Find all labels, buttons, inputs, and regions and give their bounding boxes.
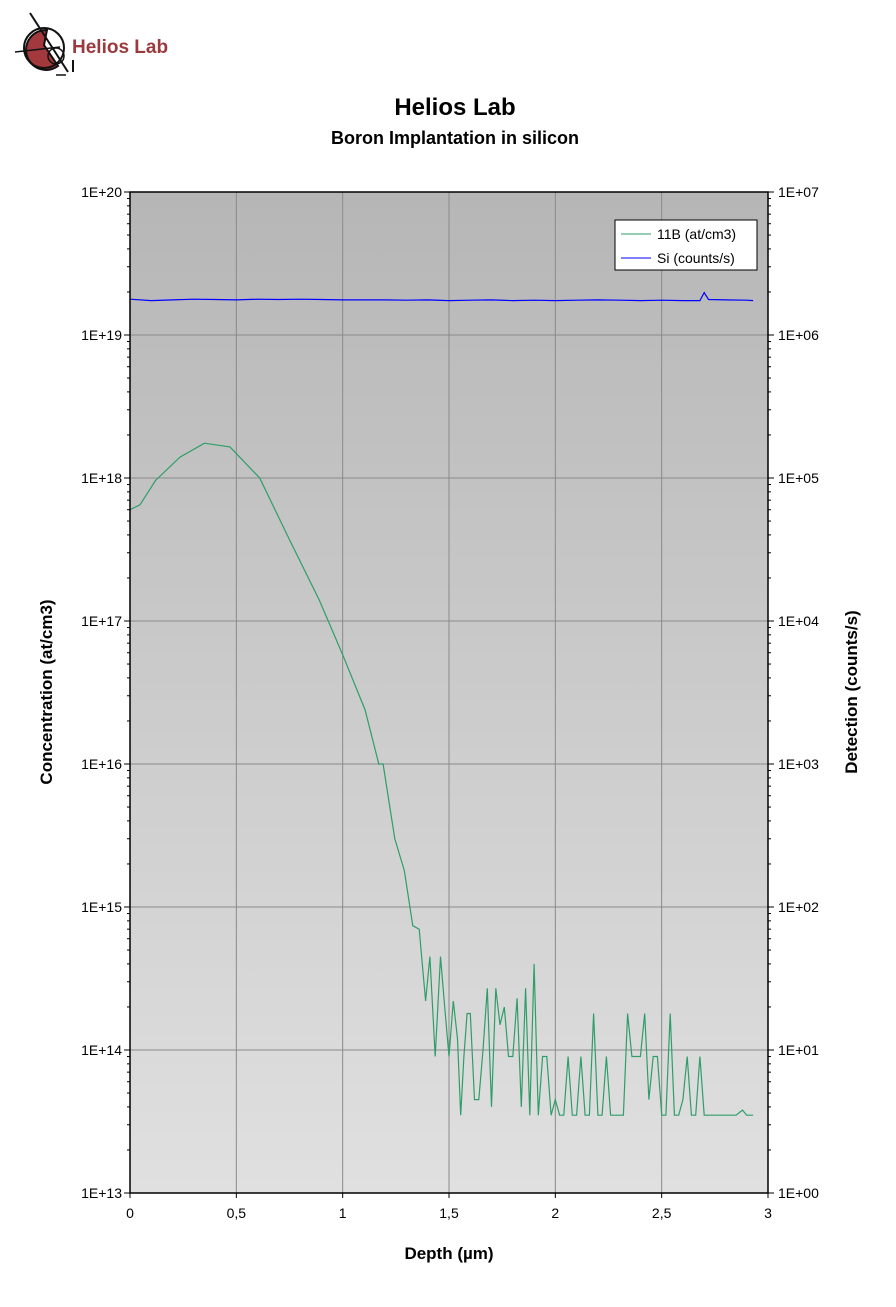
plot-area (130, 192, 768, 1193)
chart-subtitle: Boron Implantation in silicon (331, 128, 579, 148)
x-tick-label: 0,5 (227, 1205, 247, 1221)
y-tick-label: 1E+19 (81, 327, 122, 343)
x-tick-label: 1 (339, 1205, 347, 1221)
legend: 11B (at/cm3) Si (counts/s) (614, 219, 758, 271)
y2-tick-label: 1E+06 (778, 327, 819, 343)
logo-text: Helios Lab (72, 37, 168, 58)
y2-tick-label: 1E+01 (778, 1042, 819, 1058)
boron-series-line (129, 442, 754, 1116)
y-tick-label: 1E+20 (81, 184, 122, 200)
chart-title: Helios Lab (394, 94, 515, 121)
y2-tick-label: 1E+00 (778, 1185, 819, 1201)
y-tick-label: 1E+16 (81, 756, 122, 772)
helios-lab-logo: Helios Lab (14, 12, 168, 76)
y2-tick-label: 1E+02 (778, 899, 819, 915)
y-tick-label: 1E+14 (81, 1042, 122, 1058)
y-tick-label: 1E+18 (81, 470, 122, 486)
x-tick-label: 2,5 (652, 1205, 672, 1221)
y2-tick-label: 1E+04 (778, 613, 819, 629)
legend-label-boron: 11B (at/cm3) (657, 226, 736, 242)
y-tick-label: 1E+13 (81, 1185, 122, 1201)
y2-tick-label: 1E+05 (778, 470, 819, 486)
y-tick-label: 1E+17 (81, 613, 122, 629)
y-axis-label: Concentration (at/cm3) (37, 599, 56, 784)
x-tick-label: 0 (126, 1205, 134, 1221)
si-series-line (129, 291, 754, 302)
x-tick-label: 1,5 (439, 1205, 459, 1221)
y2-axis-label: Detection (counts/s) (842, 610, 861, 773)
y2-tick-label: 1E+03 (778, 756, 819, 772)
y2-tick-label: 1E+07 (778, 184, 819, 200)
x-axis-label: Depth (µm) (404, 1244, 493, 1263)
legend-label-si: Si (counts/s) (657, 250, 735, 266)
x-tick-label: 3 (764, 1205, 772, 1221)
y-tick-label: 1E+15 (81, 899, 122, 915)
x-tick-label: 2 (551, 1205, 559, 1221)
